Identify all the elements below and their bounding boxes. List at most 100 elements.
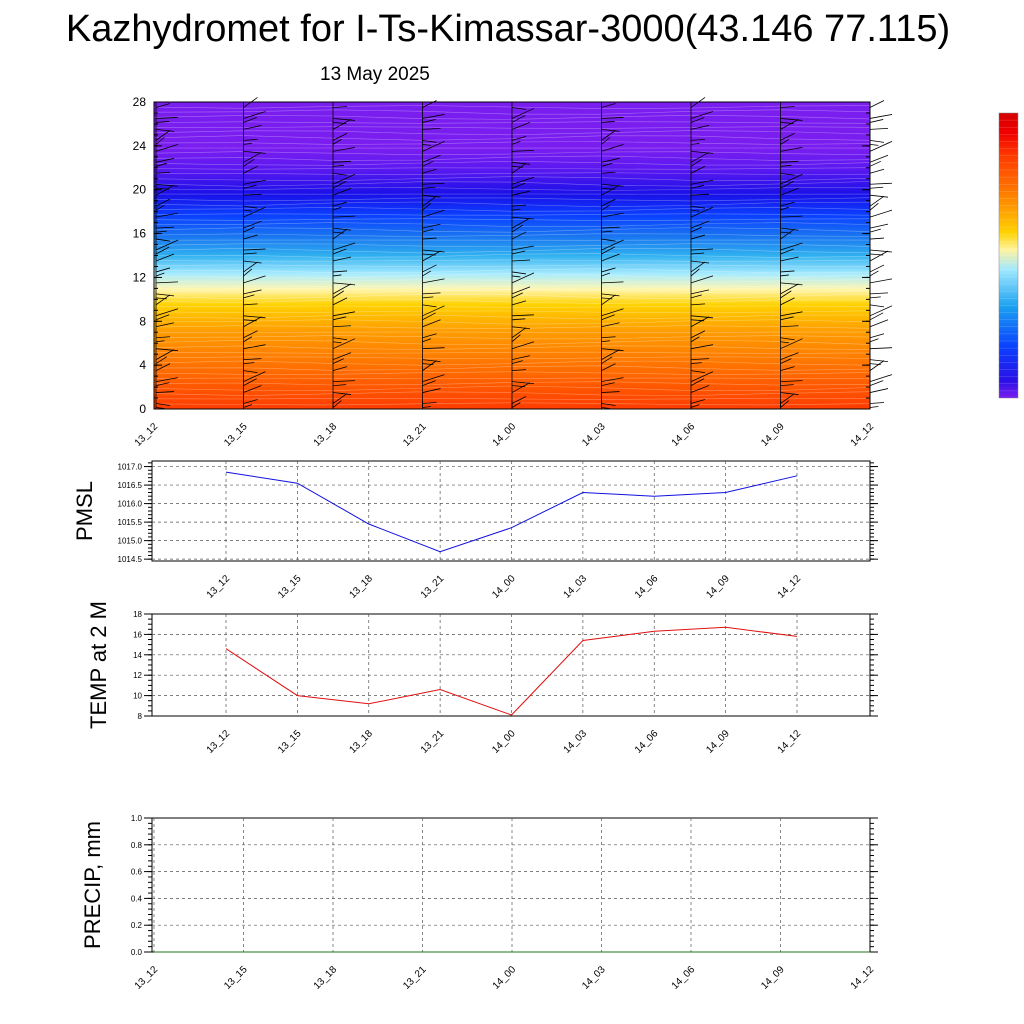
wind-barb bbox=[601, 340, 610, 343]
wind-barb bbox=[422, 347, 445, 350]
x-tick-label: 14_00 bbox=[490, 728, 518, 756]
wind-barb bbox=[422, 160, 434, 167]
wind-barb bbox=[780, 325, 799, 328]
wind-barb bbox=[243, 206, 266, 218]
wind-barb bbox=[690, 209, 700, 212]
wind-barb bbox=[422, 209, 445, 218]
wind-barb bbox=[511, 231, 527, 240]
wind-barb bbox=[243, 315, 266, 319]
wind-barb bbox=[332, 384, 347, 386]
x-tick-label: 14_12 bbox=[849, 421, 877, 449]
wind-barb bbox=[780, 228, 795, 240]
wind-barb bbox=[601, 348, 624, 352]
wind-barb bbox=[690, 165, 706, 174]
temp-series-line bbox=[225, 626, 798, 716]
wind-barb bbox=[869, 160, 881, 167]
y-tick-label: 1014.5 bbox=[118, 555, 143, 564]
wind-barb bbox=[332, 227, 352, 231]
wind-barb bbox=[780, 352, 799, 361]
wind-barb bbox=[601, 183, 624, 187]
wind-barb bbox=[243, 150, 266, 154]
wind-barb bbox=[511, 135, 527, 141]
wind-barb bbox=[511, 217, 531, 229]
x-tick-label: 14_09 bbox=[759, 964, 787, 992]
wind-barb bbox=[422, 296, 434, 299]
wind-barb bbox=[690, 261, 706, 273]
wind-barb bbox=[690, 303, 706, 306]
wind-barb bbox=[243, 289, 262, 295]
wind-barb bbox=[155, 143, 179, 152]
wind-barb bbox=[869, 139, 885, 143]
wind-barb bbox=[780, 316, 794, 321]
wind-barb bbox=[780, 290, 792, 299]
wind-barb bbox=[690, 248, 714, 251]
wind-barb bbox=[243, 268, 253, 277]
wind-barb bbox=[690, 158, 703, 167]
wind-barb bbox=[422, 140, 445, 152]
wind-barb bbox=[601, 403, 616, 406]
wind-barb bbox=[422, 194, 441, 198]
wind-barb bbox=[780, 282, 803, 286]
wind-barb bbox=[690, 252, 705, 255]
wind-barb bbox=[422, 363, 434, 366]
wind-barb bbox=[243, 220, 262, 229]
x-tick-label: 14_03 bbox=[562, 573, 590, 601]
wind-barb bbox=[332, 337, 348, 341]
wind-barb bbox=[422, 202, 432, 211]
wind-barb bbox=[155, 129, 175, 132]
wind-barb bbox=[243, 336, 253, 343]
wind-barb bbox=[780, 380, 803, 382]
wind-barb bbox=[155, 117, 179, 119]
wind-barb bbox=[690, 260, 710, 264]
wind-barb bbox=[155, 294, 171, 306]
wind-barb bbox=[332, 173, 356, 185]
wind-barb bbox=[243, 316, 262, 328]
wind-barb bbox=[155, 137, 165, 145]
wind-barb bbox=[780, 311, 803, 317]
wind-barb bbox=[690, 319, 705, 322]
wind-barb bbox=[869, 333, 885, 339]
x-tick-label: 14_00 bbox=[491, 964, 519, 992]
pmsl-frame bbox=[151, 460, 871, 562]
wind-barb bbox=[601, 130, 616, 141]
wind-barb bbox=[332, 164, 344, 167]
precip-grid bbox=[152, 818, 870, 952]
wind-barb bbox=[780, 160, 799, 163]
wind-barb bbox=[243, 330, 258, 339]
wind-barb bbox=[780, 366, 795, 372]
wind-barb bbox=[332, 358, 344, 365]
wind-barb bbox=[243, 117, 257, 123]
wind-barb bbox=[601, 391, 620, 393]
x-tick-label: 14_12 bbox=[776, 573, 804, 601]
y-tick-label: 1016.5 bbox=[118, 481, 143, 490]
x-tick-label: 13_21 bbox=[419, 573, 447, 601]
wind-barb bbox=[690, 184, 705, 189]
wind-barb bbox=[243, 303, 258, 306]
y-tick-label: 1.0 bbox=[131, 814, 143, 823]
wind-barb bbox=[690, 268, 700, 277]
wind-barb bbox=[690, 234, 706, 240]
page-title: Kazhydromet for I-Ts-Kimassar-3000(43.14… bbox=[65, 8, 951, 50]
x-tick-label: 13_21 bbox=[401, 964, 429, 992]
wind-barb bbox=[511, 314, 535, 317]
wind-barb bbox=[511, 360, 523, 365]
y-tick-label: 10 bbox=[133, 692, 142, 701]
wind-barb bbox=[690, 330, 706, 339]
wind-barb bbox=[155, 349, 175, 361]
wind-barb bbox=[422, 333, 437, 339]
wind-barb bbox=[869, 359, 889, 363]
temperature-panel: 8 10 12 14 16 18 13_12 13_15 13_18 13_21 14_00 14_0… bbox=[86, 601, 878, 756]
wind-barb bbox=[869, 338, 879, 343]
wind-barb bbox=[155, 103, 171, 108]
x-tick-label: 13_18 bbox=[347, 573, 375, 601]
wind-barb bbox=[422, 119, 436, 123]
wind-barb bbox=[601, 294, 616, 306]
wind-barb bbox=[155, 162, 167, 167]
wind-barb bbox=[690, 150, 714, 154]
wind-barb bbox=[869, 128, 889, 130]
wind-barb bbox=[155, 184, 175, 196]
wind-barb bbox=[690, 117, 705, 123]
wind-barb bbox=[422, 264, 437, 273]
wind-barb bbox=[869, 264, 885, 273]
y-tick-label: 1015.5 bbox=[118, 518, 143, 527]
